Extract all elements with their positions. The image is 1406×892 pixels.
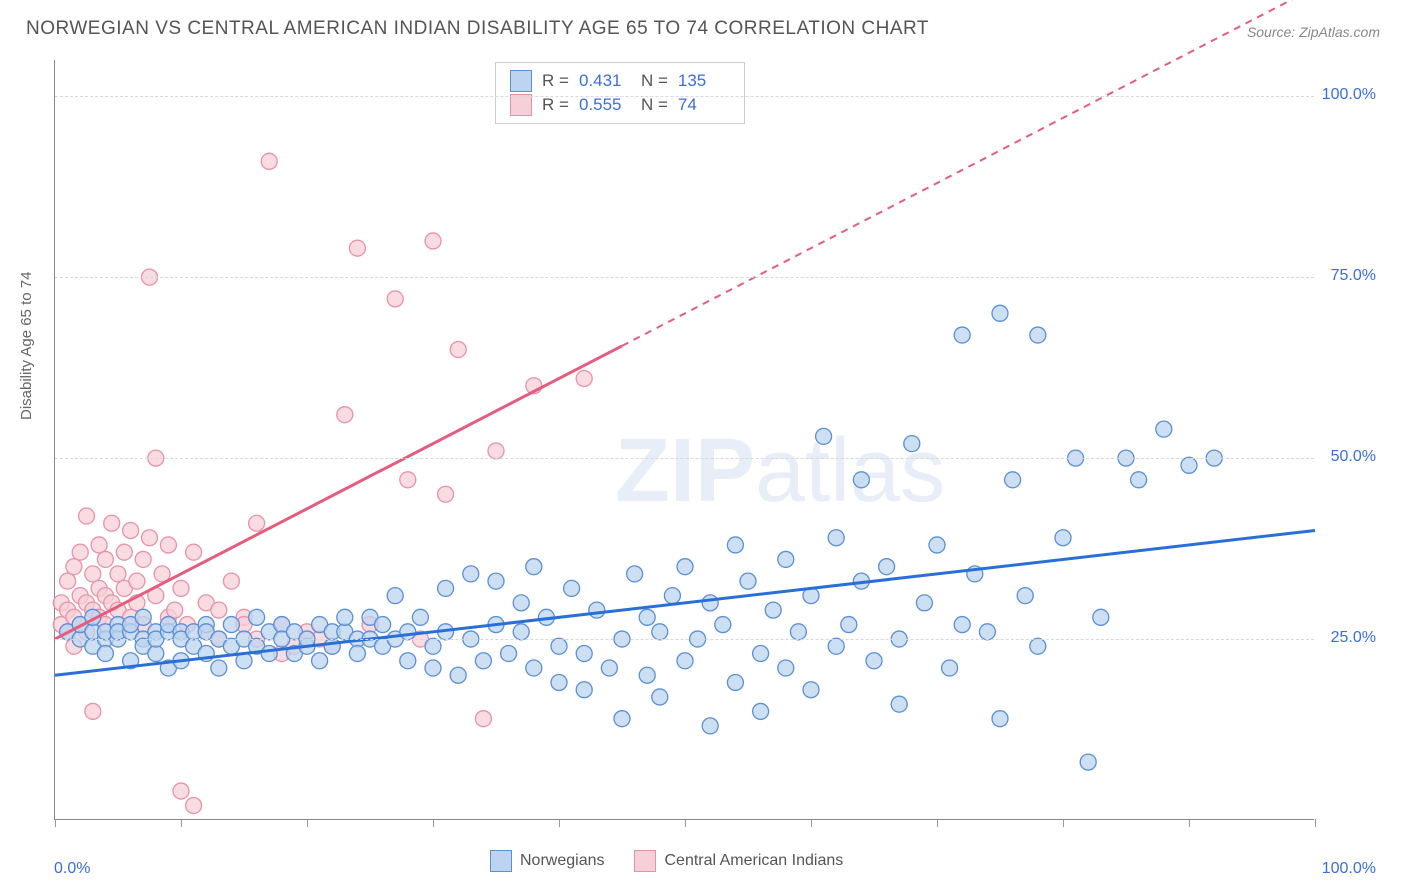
legend-swatch-blue — [510, 70, 532, 92]
y-tick-label: 50.0% — [1331, 448, 1376, 466]
legend-n-label: N = — [641, 71, 668, 91]
legend-r-value-1: 0.431 — [579, 71, 631, 91]
legend-row-series-1: R = 0.431 N = 135 — [510, 69, 730, 93]
source-attribution: Source: ZipAtlas.com — [1247, 24, 1380, 40]
x-tick — [937, 819, 938, 827]
y-tick-label: 75.0% — [1331, 267, 1376, 285]
legend-swatch-pink — [634, 850, 656, 872]
x-tick — [181, 819, 182, 827]
legend-n-label: N = — [641, 95, 668, 115]
grid-line — [55, 277, 1314, 278]
legend-r-label: R = — [542, 71, 569, 91]
grid-line — [55, 639, 1314, 640]
x-tick — [1315, 819, 1316, 827]
grid-line — [55, 458, 1314, 459]
grid-line — [55, 96, 1314, 97]
legend-item-2: Central American Indians — [634, 850, 843, 872]
y-tick-label: 25.0% — [1331, 629, 1376, 647]
chart-plot-area: ZIPatlas R = 0.431 N = 135 R = 0.555 N =… — [54, 60, 1314, 820]
legend-swatch-pink — [510, 94, 532, 116]
legend-correlation-box: R = 0.431 N = 135 R = 0.555 N = 74 — [495, 62, 745, 124]
x-tick — [1063, 819, 1064, 827]
chart-title: NORWEGIAN VS CENTRAL AMERICAN INDIAN DIS… — [26, 18, 929, 40]
legend-item-1: Norwegians — [490, 850, 604, 872]
legend-label-1: Norwegians — [520, 852, 604, 870]
scatter-svg — [55, 60, 1314, 819]
x-axis-max-label: 100.0% — [1322, 860, 1376, 878]
x-tick — [307, 819, 308, 827]
legend-label-2: Central American Indians — [664, 852, 843, 870]
x-tick — [811, 819, 812, 827]
legend-swatch-blue — [490, 850, 512, 872]
x-tick — [55, 819, 56, 827]
x-tick — [559, 819, 560, 827]
x-tick — [1189, 819, 1190, 827]
x-tick — [685, 819, 686, 827]
x-tick — [433, 819, 434, 827]
x-axis-min-label: 0.0% — [54, 860, 90, 878]
legend-series-box: Norwegians Central American Indians — [490, 850, 843, 872]
legend-r-value-2: 0.555 — [579, 95, 631, 115]
legend-n-value-1: 135 — [678, 71, 730, 91]
legend-n-value-2: 74 — [678, 95, 730, 115]
y-axis-label: Disability Age 65 to 74 — [18, 272, 35, 420]
legend-r-label: R = — [542, 95, 569, 115]
y-tick-label: 100.0% — [1322, 86, 1376, 104]
